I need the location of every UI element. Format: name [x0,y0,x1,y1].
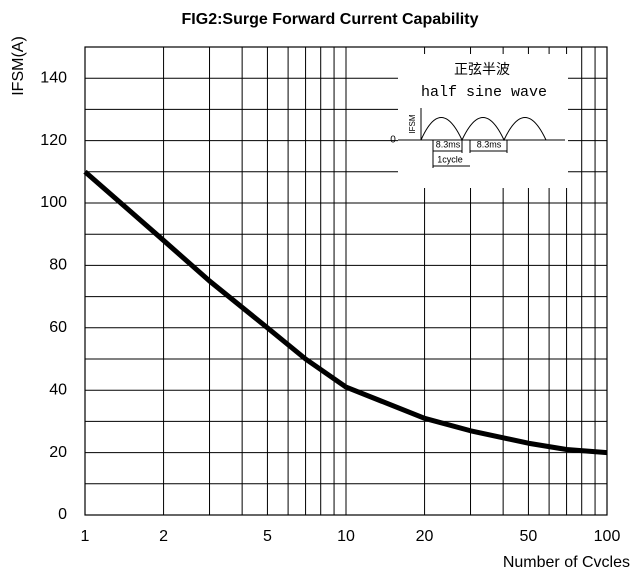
y-tick-label: 0 [58,506,67,523]
inset-zero: 0 [390,135,396,146]
data-line [83,169,608,456]
y-tick-label: 20 [49,444,67,461]
inset-axis-label: IFSM [408,114,417,133]
y-axis-label: IFSM(A) [10,36,27,96]
y-tick-label: 140 [40,69,67,86]
inset-cycle: 1cycle [437,154,463,164]
y-tick-label: 60 [49,319,67,336]
y-tick-label: 80 [49,257,67,274]
inset-title-en: half sine wave [421,84,547,101]
x-tick-label: 10 [337,528,355,545]
x-tick-label: 100 [594,528,621,545]
inset-title-cn: 正弦半波 [454,62,510,78]
x-axis-label: Number of Cvcles [503,554,630,571]
y-tick-label: 120 [40,132,67,149]
inset-box [398,54,568,188]
inset: 正弦半波 half sine wave 0 IFSM 8.3ms 8.3ms 1cycle [390,54,568,188]
x-tick-label: 50 [520,528,538,545]
x-tick-label: 2 [159,528,168,545]
x-tick-label: 5 [263,528,272,545]
chart-title: FIG2:Surge Forward Current Capability [182,11,479,28]
x-tick-label: 1 [81,528,90,545]
y-tick-label: 40 [49,381,67,398]
inset-period: 8.3ms [477,139,502,149]
half-sine [420,117,547,142]
inset-period: 8.3ms [436,139,461,149]
x-tick-label: 20 [416,528,434,545]
plot-frame [84,46,608,516]
y-tick-label: 100 [40,194,67,211]
